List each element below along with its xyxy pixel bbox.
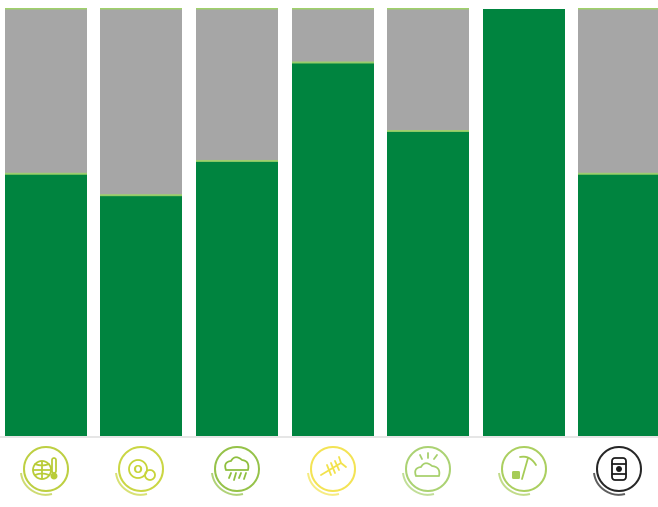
bar-segment-lower: [292, 62, 374, 437]
bars-group: [5, 8, 658, 438]
ozone-depletion-icon: O: [115, 446, 164, 496]
bar-column: [292, 8, 374, 437]
bar-column: [578, 8, 658, 437]
bar-column: [100, 8, 182, 437]
bar-cap: [292, 8, 374, 10]
bar-boundary: [196, 159, 278, 162]
bar-segment-lower: [100, 195, 182, 437]
abiotic-depletion-elements-icon: [498, 446, 547, 496]
bar-column: [196, 8, 278, 437]
bar-segment-upper: [196, 9, 278, 161]
svg-text:O: O: [133, 463, 142, 476]
bar-cap: [100, 8, 182, 10]
bar-segment-upper: [100, 9, 182, 196]
bar-boundary: [5, 172, 87, 175]
bar-segment-upper: [387, 9, 469, 131]
photochemical-ozone-icon: [402, 446, 451, 496]
bar-segment-upper: [292, 9, 374, 63]
climate-change-icon: [20, 446, 69, 496]
bar-segment-lower: [578, 173, 658, 437]
bar-cap: [5, 8, 87, 10]
bar-boundary: [578, 172, 658, 175]
bar-segment-lower: [387, 130, 469, 438]
abiotic-depletion-fossil-icon: [593, 446, 642, 496]
bar-cap: [196, 8, 278, 10]
bar-segment-lower: [5, 173, 87, 437]
bar-segment-lower: [483, 9, 565, 437]
bar-column: [5, 8, 87, 437]
acidification-icon: [211, 446, 260, 496]
bar-boundary: [387, 129, 469, 132]
bar-boundary: [292, 61, 374, 64]
eutrophication-icon: [307, 446, 356, 496]
bar-segment-upper: [578, 9, 658, 174]
bar-cap: [387, 8, 469, 10]
bar-column: [387, 8, 469, 438]
bar-segment-upper: [5, 9, 87, 174]
bar-column: [483, 9, 565, 437]
category-icons: O: [20, 446, 642, 496]
bar-cap: [578, 8, 658, 10]
bar-segment-lower: [196, 160, 278, 437]
bar-boundary: [100, 194, 182, 197]
